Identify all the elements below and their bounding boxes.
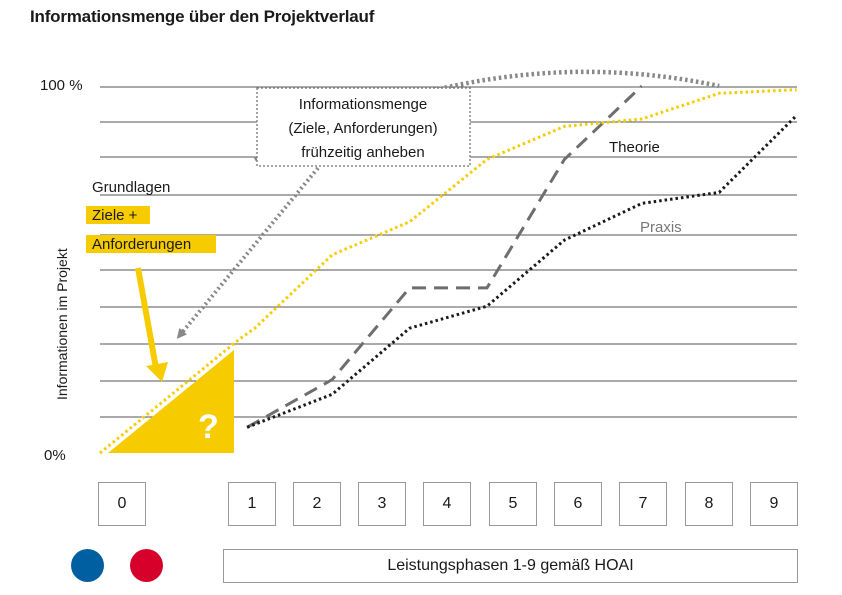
phase-box-4: 4	[423, 482, 471, 526]
question-mark: ?	[198, 408, 219, 446]
label-grundlagen: Grundlagen	[92, 179, 170, 196]
grey-arrow	[176, 166, 320, 339]
highlight-ziele	[86, 206, 150, 224]
phase-box-8: 8	[685, 482, 733, 526]
highlight-anforderungen	[86, 235, 216, 253]
series-lines	[99, 69, 798, 455]
y-axis-label: Informationen im Projekt	[54, 248, 70, 400]
hoai-label: Leistungsphasen 1-9 gemäß HOAI	[223, 549, 798, 583]
annotation-line-2: (Ziele, Anforderungen)	[288, 120, 437, 137]
phase-box-0: 0	[98, 482, 146, 526]
question-triangle	[108, 350, 234, 453]
phase-box-1: 1	[228, 482, 276, 526]
annotation-line-3: frühzeitig anheben	[301, 144, 424, 161]
label-anforderungen: Anforderungen	[92, 236, 191, 253]
chart: 100 % 0% Informationen im Projekt ? Info…	[40, 69, 798, 464]
theory-label: Theorie	[609, 139, 660, 156]
y-tick-100: 100 %	[40, 77, 83, 94]
phase-box-7: 7	[619, 482, 667, 526]
phase-box-6: 6	[554, 482, 602, 526]
phase-box-2: 2	[293, 482, 341, 526]
annotation-box	[256, 87, 471, 167]
phase-box-5: 5	[489, 482, 537, 526]
annotation-line-1: Informationsmenge	[299, 96, 427, 113]
phase-box-3: 3	[358, 482, 406, 526]
series-line-2	[99, 88, 797, 455]
blue-dot	[71, 549, 104, 582]
page-title: Informationsmenge über den Projektverlau…	[30, 7, 375, 26]
phase-box-9: 9	[750, 482, 798, 526]
yellow-arrow-head	[146, 362, 168, 382]
series-line-theorie	[246, 84, 643, 429]
y-tick-0: 0%	[44, 447, 66, 464]
yellow-arrow-shaft	[135, 267, 159, 369]
red-dot	[130, 549, 163, 582]
label-ziele: Ziele +	[92, 207, 138, 224]
practice-label: Praxis	[640, 219, 682, 236]
